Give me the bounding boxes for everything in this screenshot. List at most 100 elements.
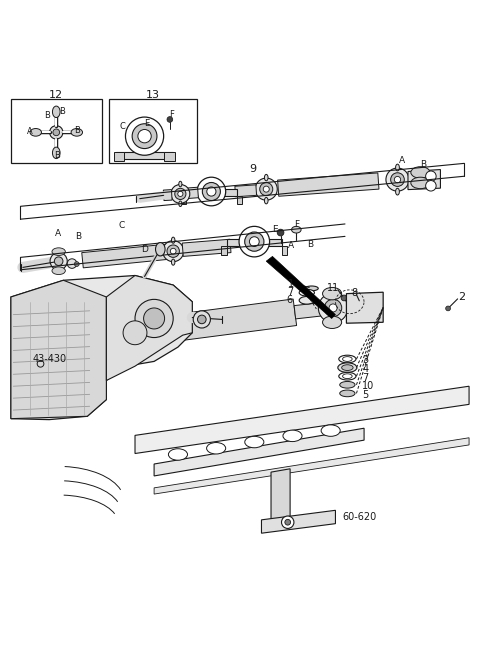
Polygon shape	[180, 195, 186, 205]
Polygon shape	[347, 292, 383, 323]
Text: 13: 13	[146, 90, 160, 100]
Ellipse shape	[339, 355, 356, 363]
Text: 43-430: 43-430	[33, 354, 67, 365]
Ellipse shape	[329, 304, 337, 312]
Circle shape	[426, 171, 436, 182]
Polygon shape	[135, 386, 469, 453]
Text: 5: 5	[362, 390, 369, 400]
Ellipse shape	[342, 365, 353, 371]
Text: C: C	[119, 122, 125, 131]
Ellipse shape	[323, 287, 342, 300]
Polygon shape	[266, 256, 336, 318]
Circle shape	[358, 294, 368, 304]
Circle shape	[341, 295, 347, 301]
Ellipse shape	[343, 374, 352, 379]
Ellipse shape	[30, 129, 41, 136]
Text: 9: 9	[250, 164, 257, 174]
Polygon shape	[163, 190, 172, 201]
Circle shape	[74, 262, 79, 266]
Text: D: D	[141, 245, 148, 254]
Polygon shape	[164, 152, 175, 161]
Circle shape	[281, 516, 294, 529]
Ellipse shape	[144, 308, 165, 329]
Polygon shape	[82, 244, 169, 268]
Ellipse shape	[123, 321, 147, 344]
Polygon shape	[408, 169, 441, 190]
Ellipse shape	[138, 129, 151, 143]
Text: F: F	[294, 220, 299, 230]
Text: 11: 11	[327, 283, 339, 293]
Text: 7: 7	[362, 373, 369, 382]
Circle shape	[446, 306, 450, 311]
Ellipse shape	[52, 267, 65, 275]
Polygon shape	[115, 152, 124, 161]
Text: B: B	[307, 239, 313, 249]
Ellipse shape	[263, 186, 269, 192]
Ellipse shape	[386, 168, 409, 191]
Ellipse shape	[52, 106, 60, 117]
Ellipse shape	[115, 318, 124, 327]
Ellipse shape	[132, 124, 157, 148]
Polygon shape	[294, 301, 334, 319]
Polygon shape	[221, 246, 227, 255]
Circle shape	[348, 304, 354, 310]
Text: 7: 7	[287, 287, 293, 297]
Ellipse shape	[324, 299, 342, 317]
Text: 1: 1	[288, 279, 294, 289]
Bar	[109, 99, 197, 163]
Ellipse shape	[264, 197, 268, 204]
Ellipse shape	[338, 363, 357, 373]
Polygon shape	[129, 299, 297, 347]
Text: B: B	[44, 111, 50, 120]
Polygon shape	[271, 469, 290, 522]
Ellipse shape	[339, 373, 356, 380]
Text: A: A	[27, 127, 33, 136]
Polygon shape	[282, 246, 287, 255]
Polygon shape	[227, 239, 282, 246]
Ellipse shape	[299, 297, 314, 304]
Ellipse shape	[171, 237, 175, 243]
Ellipse shape	[255, 178, 277, 200]
Ellipse shape	[206, 443, 226, 454]
Circle shape	[358, 311, 368, 321]
Polygon shape	[154, 428, 364, 476]
Ellipse shape	[179, 181, 182, 187]
Ellipse shape	[264, 174, 268, 181]
Ellipse shape	[197, 177, 226, 206]
Text: A: A	[288, 241, 294, 250]
Ellipse shape	[123, 331, 132, 339]
Ellipse shape	[156, 243, 165, 256]
Ellipse shape	[116, 343, 137, 357]
Ellipse shape	[245, 436, 264, 448]
Text: 6: 6	[287, 295, 293, 305]
Ellipse shape	[343, 357, 352, 361]
Polygon shape	[262, 510, 336, 533]
Polygon shape	[107, 276, 192, 380]
Circle shape	[359, 300, 363, 305]
Ellipse shape	[323, 316, 342, 329]
Ellipse shape	[193, 311, 210, 328]
Ellipse shape	[71, 129, 83, 136]
Ellipse shape	[250, 237, 259, 247]
Ellipse shape	[135, 299, 173, 338]
Ellipse shape	[203, 182, 220, 201]
Polygon shape	[182, 239, 231, 256]
Text: 3: 3	[362, 356, 368, 365]
Text: B: B	[420, 160, 427, 169]
Text: 4: 4	[362, 364, 368, 374]
Ellipse shape	[125, 117, 164, 155]
Text: B: B	[60, 108, 65, 116]
Ellipse shape	[305, 286, 318, 291]
Ellipse shape	[207, 187, 216, 196]
Ellipse shape	[396, 188, 399, 195]
Ellipse shape	[52, 248, 65, 255]
Ellipse shape	[167, 245, 180, 257]
Ellipse shape	[178, 192, 183, 197]
Circle shape	[358, 304, 364, 310]
Text: F: F	[169, 110, 174, 119]
Text: 60-620: 60-620	[343, 512, 377, 522]
Text: 8: 8	[351, 288, 357, 298]
Ellipse shape	[198, 315, 206, 323]
Polygon shape	[185, 187, 198, 199]
Polygon shape	[154, 438, 469, 494]
